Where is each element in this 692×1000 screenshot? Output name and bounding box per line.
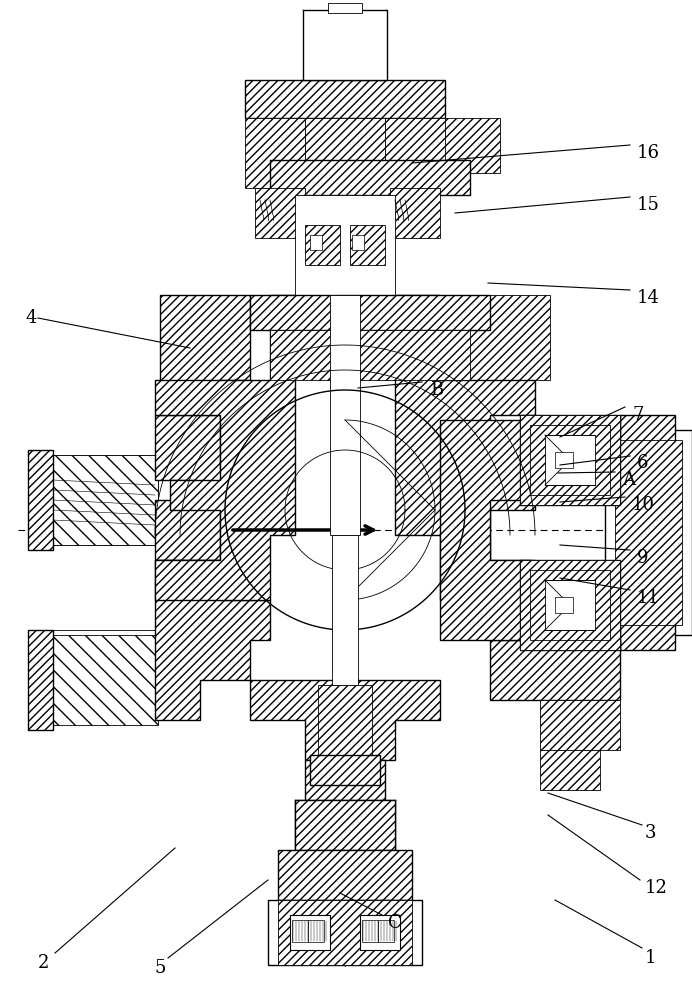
Polygon shape <box>362 920 378 942</box>
Polygon shape <box>270 160 470 195</box>
Text: 3: 3 <box>645 824 657 842</box>
Polygon shape <box>385 118 445 188</box>
Text: 5: 5 <box>155 959 166 977</box>
Polygon shape <box>278 900 412 965</box>
Polygon shape <box>305 225 340 265</box>
Polygon shape <box>305 118 385 160</box>
Polygon shape <box>378 920 394 942</box>
Polygon shape <box>520 415 620 505</box>
Polygon shape <box>520 560 620 650</box>
Polygon shape <box>530 570 610 640</box>
Polygon shape <box>545 435 595 485</box>
Polygon shape <box>268 900 422 965</box>
Text: 10: 10 <box>632 496 655 514</box>
Polygon shape <box>520 420 570 460</box>
Polygon shape <box>295 195 395 295</box>
Text: 14: 14 <box>637 289 660 307</box>
Text: 12: 12 <box>645 879 668 897</box>
Polygon shape <box>28 630 158 720</box>
Polygon shape <box>28 645 158 705</box>
Polygon shape <box>605 430 692 635</box>
Polygon shape <box>290 915 330 950</box>
Text: B: B <box>430 381 444 399</box>
Text: 2: 2 <box>38 954 49 972</box>
Text: 16: 16 <box>637 144 660 162</box>
Text: 1: 1 <box>645 949 657 967</box>
Polygon shape <box>28 450 53 550</box>
Polygon shape <box>310 755 380 785</box>
Polygon shape <box>160 380 220 420</box>
Text: C: C <box>388 914 402 932</box>
Text: 11: 11 <box>637 589 660 607</box>
Polygon shape <box>310 235 322 250</box>
Polygon shape <box>555 452 573 468</box>
Polygon shape <box>250 680 440 760</box>
Polygon shape <box>352 235 364 250</box>
Polygon shape <box>245 118 305 188</box>
Polygon shape <box>440 380 470 420</box>
Polygon shape <box>328 3 362 13</box>
Polygon shape <box>28 470 158 530</box>
Polygon shape <box>270 330 470 380</box>
Polygon shape <box>160 295 250 420</box>
Polygon shape <box>530 425 610 495</box>
Polygon shape <box>255 188 305 238</box>
Polygon shape <box>318 685 372 755</box>
Polygon shape <box>308 920 324 942</box>
Polygon shape <box>440 420 530 640</box>
Polygon shape <box>28 455 158 545</box>
Text: A: A <box>622 471 635 489</box>
Polygon shape <box>305 760 385 800</box>
Polygon shape <box>545 580 595 630</box>
Polygon shape <box>245 80 445 118</box>
Text: 15: 15 <box>637 196 660 214</box>
Polygon shape <box>155 295 295 600</box>
Polygon shape <box>540 750 600 790</box>
Polygon shape <box>390 118 500 173</box>
Polygon shape <box>395 295 535 600</box>
Polygon shape <box>440 295 550 420</box>
Polygon shape <box>53 455 158 545</box>
Text: 7: 7 <box>632 406 644 424</box>
Polygon shape <box>330 295 360 535</box>
Polygon shape <box>490 640 620 700</box>
Text: 9: 9 <box>637 549 648 567</box>
Polygon shape <box>292 920 308 942</box>
Polygon shape <box>295 800 395 850</box>
Polygon shape <box>555 597 573 613</box>
Polygon shape <box>620 415 675 650</box>
Polygon shape <box>350 225 385 265</box>
Polygon shape <box>332 535 358 685</box>
Polygon shape <box>278 850 412 900</box>
Polygon shape <box>28 630 53 730</box>
Polygon shape <box>360 915 400 950</box>
Polygon shape <box>390 188 440 238</box>
Polygon shape <box>540 700 620 750</box>
Text: 6: 6 <box>637 454 648 472</box>
Polygon shape <box>155 560 270 720</box>
Polygon shape <box>53 635 158 725</box>
Polygon shape <box>520 560 620 650</box>
Polygon shape <box>303 10 387 80</box>
Polygon shape <box>615 440 682 625</box>
Polygon shape <box>250 295 490 330</box>
Polygon shape <box>155 415 270 560</box>
Polygon shape <box>520 415 620 505</box>
Text: 4: 4 <box>25 309 37 327</box>
